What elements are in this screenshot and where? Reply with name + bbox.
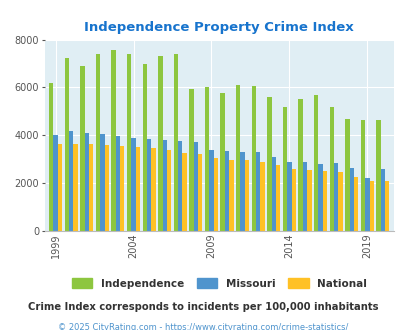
Bar bbox=[198, 154, 202, 231]
Bar bbox=[142, 63, 147, 231]
Bar bbox=[147, 139, 151, 231]
Bar bbox=[58, 144, 62, 231]
Legend: Independence, Missouri, National: Independence, Missouri, National bbox=[71, 278, 366, 288]
Bar bbox=[100, 134, 104, 231]
Bar bbox=[131, 138, 135, 231]
Bar bbox=[178, 141, 182, 231]
Bar bbox=[318, 164, 322, 231]
Text: © 2025 CityRating.com - https://www.cityrating.com/crime-statistics/: © 2025 CityRating.com - https://www.city… bbox=[58, 323, 347, 330]
Bar bbox=[337, 172, 342, 231]
Bar bbox=[344, 118, 349, 231]
Bar bbox=[64, 57, 69, 231]
Bar bbox=[89, 144, 93, 231]
Bar bbox=[135, 147, 140, 231]
Bar bbox=[104, 145, 109, 231]
Bar bbox=[240, 152, 244, 231]
Bar bbox=[166, 150, 171, 231]
Bar bbox=[260, 162, 264, 231]
Bar bbox=[224, 151, 229, 231]
Bar bbox=[235, 85, 240, 231]
Bar bbox=[322, 171, 326, 231]
Bar bbox=[375, 120, 380, 231]
Bar bbox=[205, 87, 209, 231]
Bar bbox=[266, 97, 271, 231]
Bar bbox=[298, 99, 302, 231]
Bar bbox=[49, 83, 53, 231]
Bar bbox=[182, 153, 186, 231]
Bar bbox=[360, 120, 364, 231]
Bar bbox=[369, 181, 373, 231]
Bar bbox=[189, 89, 193, 231]
Bar bbox=[158, 56, 162, 231]
Bar bbox=[380, 169, 384, 231]
Bar bbox=[275, 165, 279, 231]
Bar bbox=[349, 168, 353, 231]
Bar bbox=[162, 140, 166, 231]
Bar bbox=[111, 50, 115, 231]
Bar bbox=[329, 107, 333, 231]
Bar bbox=[291, 169, 295, 231]
Bar bbox=[251, 86, 256, 231]
Bar bbox=[271, 157, 275, 231]
Bar bbox=[353, 177, 357, 231]
Bar bbox=[302, 162, 307, 231]
Bar bbox=[286, 162, 291, 231]
Bar bbox=[96, 54, 100, 231]
Text: Crime Index corresponds to incidents per 100,000 inhabitants: Crime Index corresponds to incidents per… bbox=[28, 302, 377, 312]
Title: Independence Property Crime Index: Independence Property Crime Index bbox=[84, 21, 353, 34]
Bar bbox=[209, 150, 213, 231]
Bar bbox=[173, 54, 178, 231]
Bar bbox=[244, 160, 249, 231]
Bar bbox=[282, 107, 286, 231]
Bar bbox=[80, 66, 84, 231]
Bar bbox=[333, 163, 337, 231]
Bar bbox=[127, 54, 131, 231]
Bar bbox=[213, 158, 217, 231]
Bar bbox=[313, 95, 318, 231]
Bar bbox=[69, 131, 73, 231]
Bar bbox=[193, 143, 198, 231]
Bar bbox=[53, 135, 58, 231]
Bar bbox=[384, 181, 388, 231]
Bar bbox=[120, 146, 124, 231]
Bar bbox=[115, 137, 120, 231]
Bar bbox=[220, 93, 224, 231]
Bar bbox=[229, 160, 233, 231]
Bar bbox=[151, 148, 155, 231]
Bar bbox=[364, 178, 369, 231]
Bar bbox=[84, 133, 89, 231]
Bar bbox=[307, 170, 311, 231]
Bar bbox=[73, 144, 77, 231]
Bar bbox=[256, 152, 260, 231]
